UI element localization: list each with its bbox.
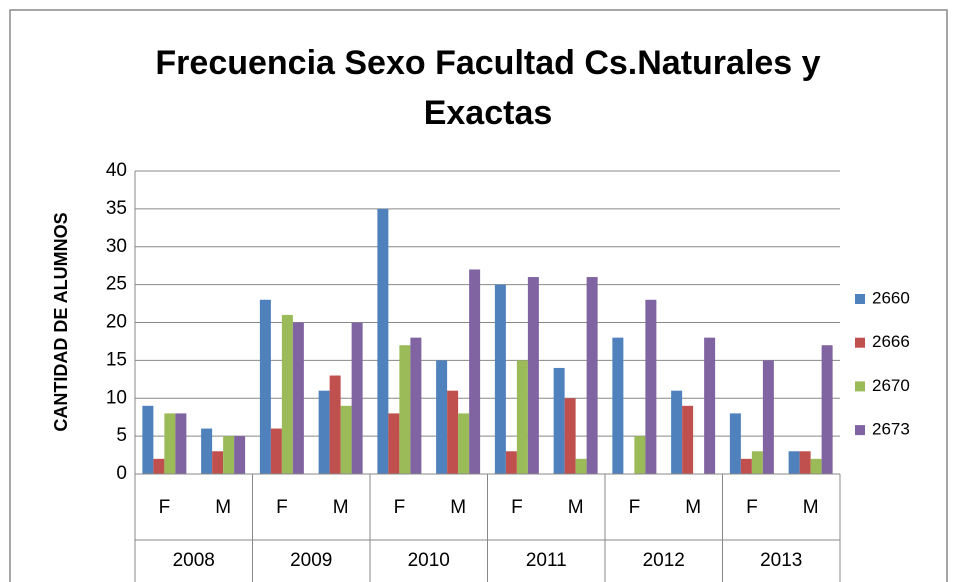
bar xyxy=(762,360,774,474)
x-tick-label: M xyxy=(568,497,584,518)
bar xyxy=(259,299,271,474)
x-tick-label: F xyxy=(629,497,641,518)
bar xyxy=(142,405,154,474)
bar xyxy=(436,360,448,474)
y-tick-label: 5 xyxy=(116,425,127,446)
bar xyxy=(516,360,528,474)
x-tick-label: M xyxy=(803,497,819,518)
x-tick-label: M xyxy=(215,497,231,518)
bar xyxy=(212,451,224,474)
legend-swatch xyxy=(855,381,865,392)
bar xyxy=(329,375,341,474)
x-tick-label: F xyxy=(511,497,523,518)
bar xyxy=(729,413,741,474)
bar xyxy=(399,345,411,474)
bar xyxy=(740,458,752,474)
bar xyxy=(164,413,176,474)
bar xyxy=(586,277,598,474)
bar xyxy=(564,398,576,474)
legend-swatch xyxy=(855,337,865,348)
bar xyxy=(788,451,800,474)
bar xyxy=(388,413,400,474)
legend-label: 2660 xyxy=(872,288,910,307)
bar xyxy=(682,405,694,474)
y-tick-label: 10 xyxy=(106,387,127,408)
bar xyxy=(153,458,165,474)
x-tick-label: F xyxy=(394,497,406,518)
legend-label: 2670 xyxy=(872,376,910,395)
bar xyxy=(281,314,293,474)
bar xyxy=(505,451,517,474)
bar xyxy=(553,367,565,474)
bar xyxy=(410,337,422,474)
bar xyxy=(821,345,833,474)
bar xyxy=(704,337,716,474)
bar xyxy=(458,413,470,474)
chart-border xyxy=(9,9,948,582)
x-tick-label: F xyxy=(746,497,758,518)
y-axis-label: CANTIDAD DE ALUMNOS xyxy=(51,212,71,431)
x-tick-label: M xyxy=(333,497,349,518)
group-label: 2010 xyxy=(408,550,450,571)
bar xyxy=(447,390,459,474)
bar xyxy=(810,458,822,474)
y-tick-label: 30 xyxy=(106,236,127,257)
x-tick-label: F xyxy=(159,497,171,518)
bar xyxy=(575,458,587,474)
bar xyxy=(377,208,389,474)
bar xyxy=(799,451,811,474)
bar xyxy=(494,284,506,474)
bar xyxy=(527,277,539,474)
bar xyxy=(671,390,683,474)
bar xyxy=(351,322,363,474)
legend-label: 2666 xyxy=(872,332,910,351)
legend-label: 2673 xyxy=(872,420,910,439)
legend-swatch xyxy=(855,425,865,436)
x-tick-label: F xyxy=(276,497,288,518)
bar xyxy=(270,428,282,474)
bar xyxy=(612,337,624,474)
chart-title: Frecuencia Sexo Facultad Cs.Naturales y … xyxy=(155,44,821,132)
bar xyxy=(234,436,246,474)
y-tick-label: 25 xyxy=(106,274,127,295)
bar xyxy=(645,299,657,474)
bar xyxy=(469,269,481,474)
bar xyxy=(318,390,330,474)
group-label: 2008 xyxy=(173,550,215,571)
bar xyxy=(340,405,352,474)
bar xyxy=(634,436,646,474)
bar xyxy=(175,413,187,474)
legend-swatch xyxy=(855,294,865,304)
x-tick-label: M xyxy=(685,497,701,518)
y-tick-label: 0 xyxy=(116,463,127,484)
bar xyxy=(751,451,763,474)
bar xyxy=(223,436,235,474)
y-tick-label: 20 xyxy=(106,312,127,333)
y-tick-label: 15 xyxy=(106,349,127,370)
x-tick-label: M xyxy=(450,497,466,518)
group-label: 2012 xyxy=(643,550,685,571)
y-tick-label: 35 xyxy=(106,198,127,219)
y-tick-label: 40 xyxy=(106,160,127,181)
group-label: 2011 xyxy=(526,550,567,571)
group-label: 2009 xyxy=(290,550,332,571)
bar xyxy=(201,428,213,474)
bar xyxy=(292,322,304,474)
group-label: 2013 xyxy=(760,550,802,571)
